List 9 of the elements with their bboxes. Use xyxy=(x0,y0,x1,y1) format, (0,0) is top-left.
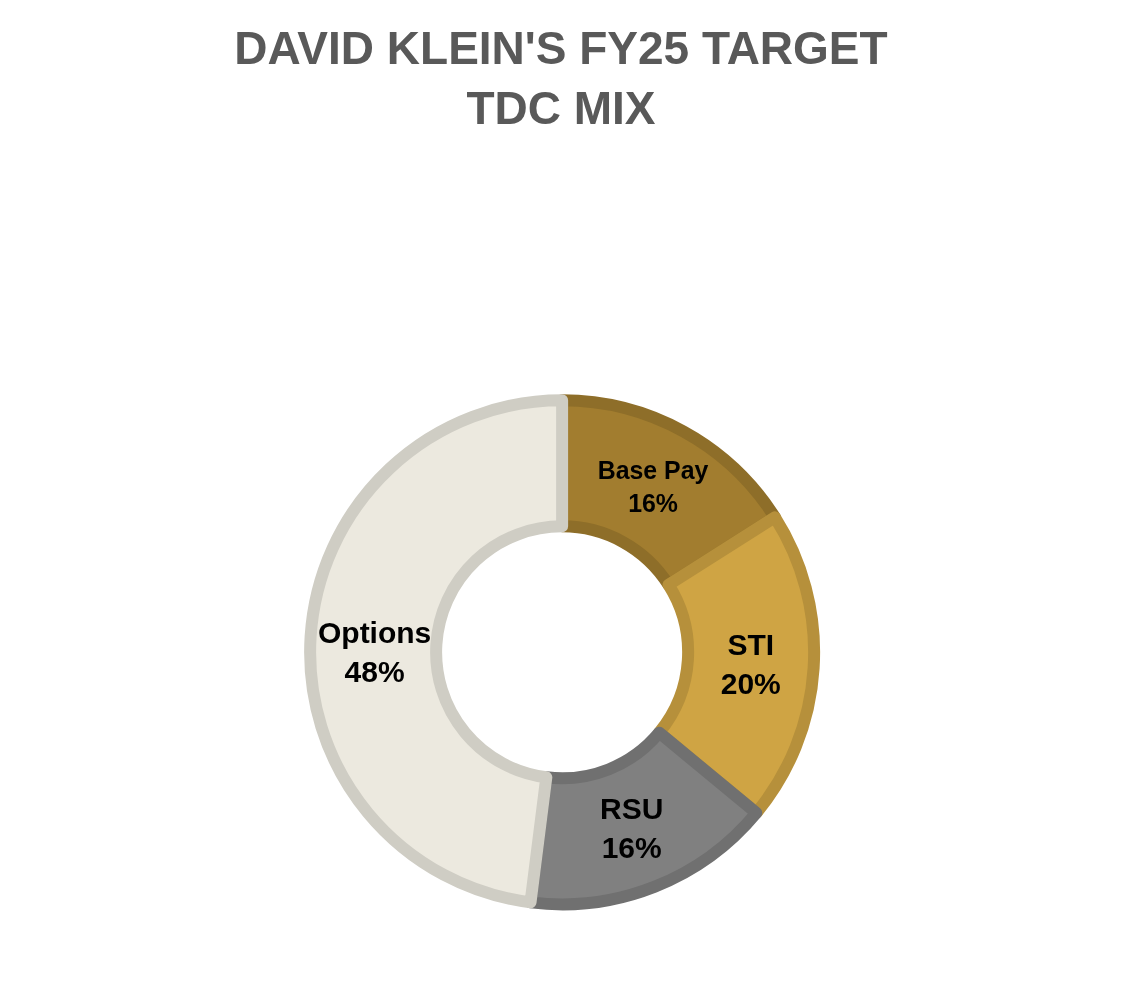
chart-title: DAVID KLEIN'S FY25 TARGET TDC MIX xyxy=(234,22,888,135)
data-label: 48% xyxy=(344,655,405,689)
slice-label: STI xyxy=(727,628,775,662)
slice-label: Base Pay xyxy=(597,456,709,485)
data-label: 16% xyxy=(628,488,678,517)
slice-label: Options xyxy=(317,616,432,650)
data-label: 16% xyxy=(601,831,662,865)
data-label: 20% xyxy=(720,667,781,701)
slice-label: RSU xyxy=(600,792,664,826)
